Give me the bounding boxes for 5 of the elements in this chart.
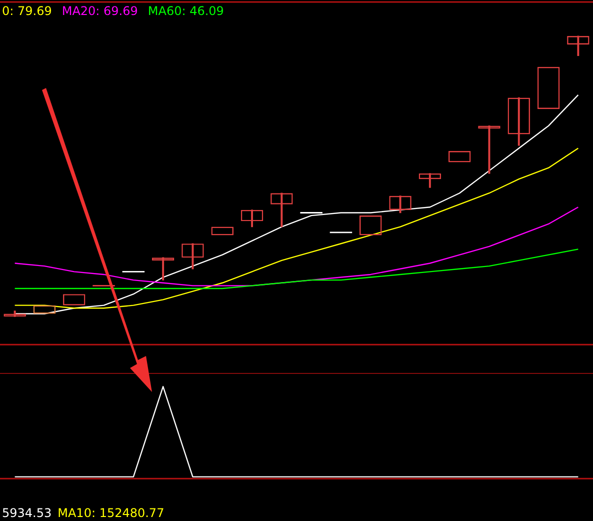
text: MA10: 152480.77 — [58, 506, 164, 520]
text: MA20: 69.69 — [62, 4, 138, 18]
text: MA60: 46.09 — [148, 4, 224, 18]
text: 0: 79.69 — [2, 4, 52, 18]
text: 5934.53 — [2, 506, 52, 520]
